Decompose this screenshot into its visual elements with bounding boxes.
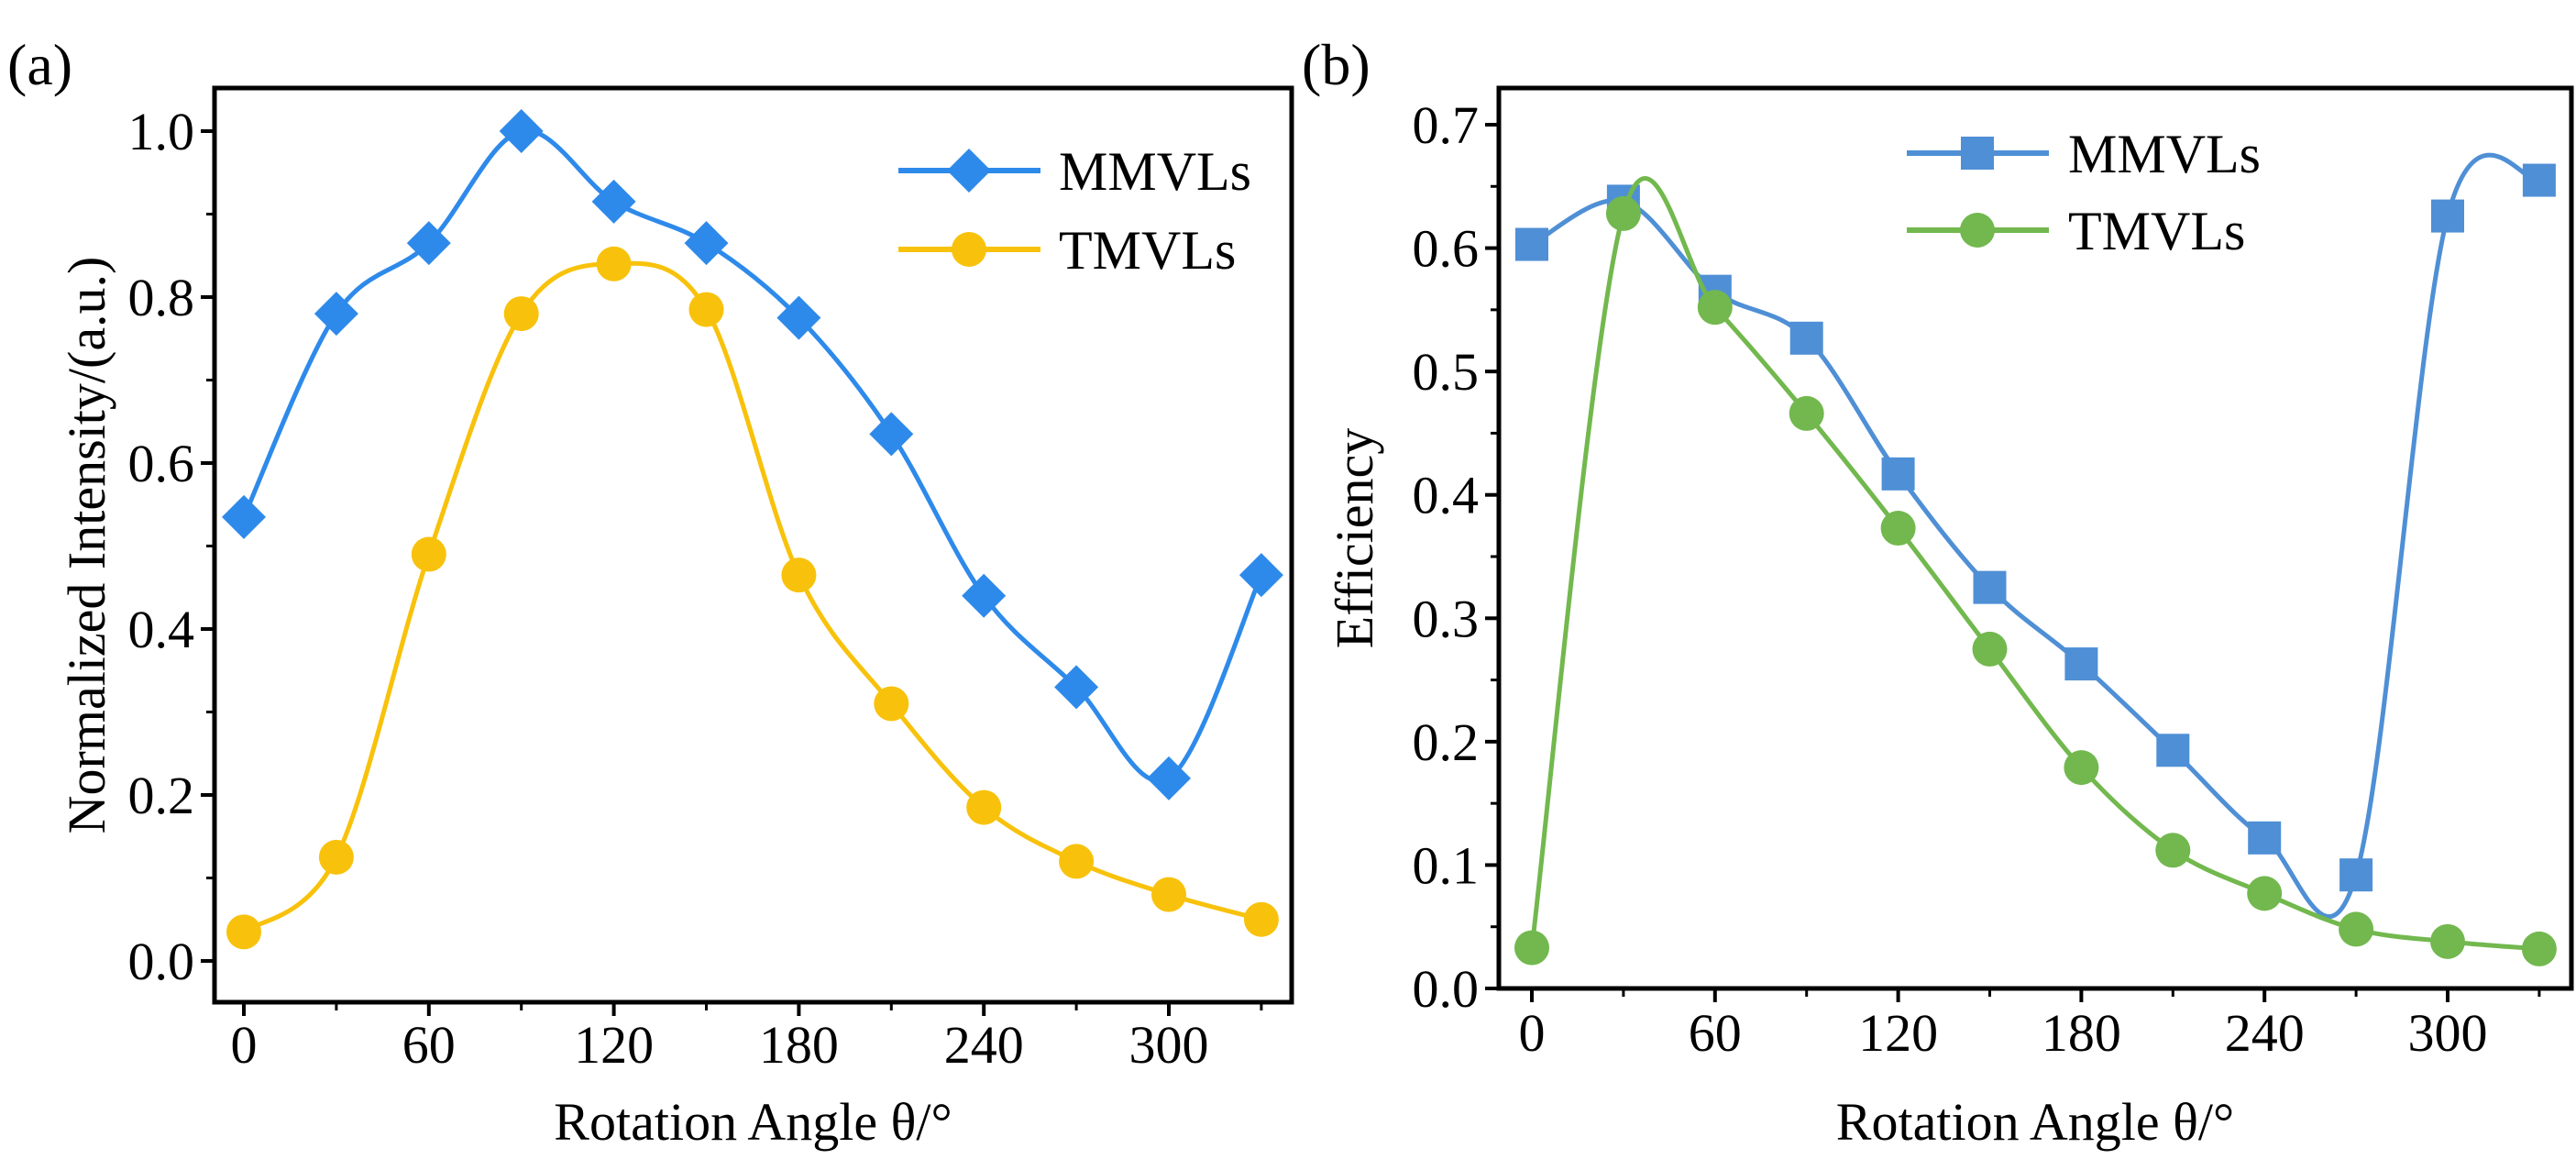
data-point [688,292,724,327]
data-point [1238,553,1283,598]
series-tmvls [1514,176,2557,966]
plot-frame [1496,85,2574,991]
data-point [966,789,1002,825]
data-point [874,686,909,722]
data-point [962,573,1007,618]
data-point [1151,877,1186,912]
data-point [2155,833,2191,868]
series-line [1529,176,2540,952]
data-point [1243,901,1279,937]
data-point [406,221,451,266]
data-point [1054,665,1099,710]
x-tick-label: 60 [1689,1003,1742,1063]
y-tick-label: 0.0 [128,932,195,991]
data-point [776,295,821,340]
data-point [596,246,632,281]
series-mmvls [222,109,1283,800]
data-point [2064,750,2099,786]
data-point [869,412,914,457]
data-point [1605,195,1641,231]
y-axis-title: Efficiency [1325,428,1384,648]
legend-label: TMVLs [1059,220,1236,281]
x-tick-label: 120 [574,1015,654,1075]
x-tick-label: 300 [2408,1003,2488,1063]
legend-marker-circle [952,232,986,267]
data-point [503,296,539,332]
y-tick-label: 0.4 [128,600,195,659]
y-tick-label: 0.2 [1413,712,1480,772]
series-line [1530,152,2540,919]
legend-label: TMVLs [2068,201,2245,261]
series-mmvls [1515,152,2556,919]
x-tick-label: 240 [944,1015,1024,1075]
y-tick-label: 0.8 [128,268,195,327]
data-point [2521,931,2557,966]
data-point [1697,290,1733,326]
x-tick-label: 180 [2042,1003,2121,1063]
data-point [2064,647,2098,681]
data-point [1515,227,1548,261]
series-line [242,260,1262,934]
y-tick-label: 0.6 [1413,219,1480,279]
data-point [781,557,817,593]
x-axis-title: Rotation Angle θ/° [1836,1092,2234,1152]
x-tick-label: 0 [231,1015,258,1075]
legend-marker-diamond [947,149,991,193]
y-tick-label: 0.7 [1413,95,1480,155]
y-tick-label: 0.4 [1413,466,1480,525]
x-tick-label: 300 [1129,1015,1209,1075]
data-point [2247,876,2283,911]
data-point [222,494,266,539]
y-tick-label: 0.1 [1413,835,1480,895]
y-tick-label: 0.5 [1413,342,1480,402]
legend-label: MMVLs [1059,141,1251,202]
data-point [1881,457,1915,491]
y-tick-label: 0.0 [1413,959,1480,1019]
data-point [1789,395,1824,431]
panel-label: (a) [7,32,72,97]
legend-label: MMVLs [2068,124,2261,184]
data-point [226,914,261,950]
data-point [2156,734,2190,767]
y-tick-label: 1.0 [128,102,195,161]
data-point [1972,631,2008,667]
data-point [1059,844,1095,879]
x-tick-label: 180 [759,1015,839,1075]
data-point [411,536,446,572]
data-point [2339,911,2374,947]
legend-marker-square [1961,137,1994,170]
chart-panel-b: (b) 0 60 120 180 240 300 0.0 0.1 0.2 0.3 0.4 0.5 0.6 0… [1302,32,2574,1152]
data-point [1147,756,1191,800]
data-point [591,179,636,224]
series-line [241,127,1264,784]
y-tick-label: 0.2 [128,766,195,825]
data-point [2430,923,2465,959]
y-tick-label: 0.3 [1413,589,1480,648]
data-point [2522,163,2556,197]
data-point [1973,570,2007,604]
data-point [684,221,729,266]
x-tick-label: 0 [1519,1003,1546,1063]
data-point [318,839,354,875]
data-point [314,292,358,337]
panel-label: (b) [1302,32,1371,97]
x-axis-title: Rotation Angle θ/° [554,1092,952,1152]
data-point [2248,821,2282,855]
data-point [499,109,544,153]
data-point [1514,930,1549,966]
legend-marker-circle [1960,213,1995,248]
y-axis-title: Normalized Intensity/(a.u.) [57,257,116,834]
x-tick-label: 240 [2225,1003,2305,1063]
data-point [2431,199,2464,233]
data-point [1789,321,1823,355]
data-point [1880,511,1916,546]
data-point [2339,858,2373,892]
x-tick-label: 120 [1858,1003,1938,1063]
y-tick-label: 0.6 [128,434,195,493]
series-tmvls [226,246,1279,950]
chart-panel-a: (a) 0 60 120 180 240 300 0.0 0.2 0.4 0.6 0.8 1.0 Rota… [7,32,1294,1152]
x-tick-label: 60 [402,1015,456,1075]
